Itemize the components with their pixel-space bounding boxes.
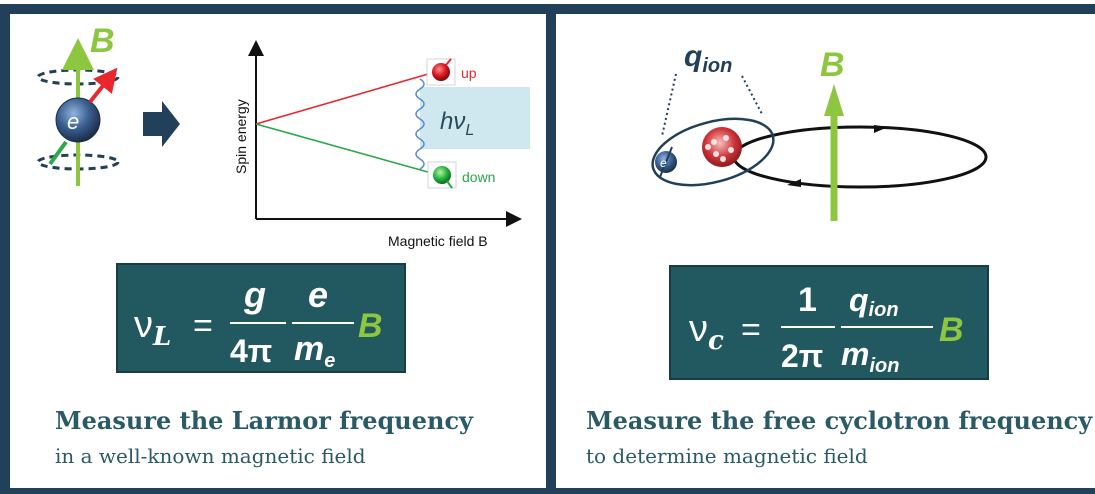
larmor-panel: e B up down hνL S [10,14,546,488]
b-field-arrow-icon [824,84,844,221]
cyclotron-title: Measure the free cyclotron frequency [586,406,1093,435]
svg-text:B: B [939,311,964,349]
electron-label: e [67,109,79,134]
svg-text:mion: mion [841,336,899,377]
h-nu-subscript: L [465,122,474,139]
svg-text:=: = [193,307,213,345]
cyclotron-subtitle: to determine magnetic field [586,444,868,468]
larmor-subtitle: in a well-known magnetic field [55,444,366,468]
q-ion-subscript: ion [702,55,732,77]
larmor-title: Measure the Larmor frequency [55,406,473,435]
cyclotron-figure: B e qion [651,40,988,221]
b-field-label-right: B [820,46,845,84]
electron-label-right: e [660,156,667,170]
svg-text:hνL: hνL [440,108,474,139]
svg-text:νL: νL [134,304,171,352]
svg-text:e: e [308,274,328,315]
svg-text:g: g [243,274,266,315]
svg-text:me: me [294,330,335,372]
larmor-formula: νL = g 4π e me B [116,263,406,373]
q-ion-label: q [684,40,702,73]
up-label: up [461,65,477,81]
spinning-electron-icon: e [36,38,120,186]
svg-text:4π: 4π [230,333,272,369]
right-arrow-icon [143,101,180,147]
svg-text:B: B [358,307,383,345]
cyclotron-formula: νc = 1 2π qion mion B [669,265,989,380]
y-axis-label: Spin energy [233,99,249,174]
ion-icon: e [651,73,775,187]
h-nu-label: hν [440,108,465,135]
b-field-label: B [90,22,115,60]
svg-text:1: 1 [798,281,817,319]
svg-text:qion: qion [849,282,899,321]
cyclotron-panel: B e qion νc = 1 2π [556,14,1095,488]
svg-text:2π: 2π [781,338,823,374]
svg-text:qion: qion [684,40,732,77]
energy-plot: up down hνL Spin energy Magnetic field B [233,40,530,249]
x-axis-label: Magnetic field B [388,233,488,249]
larmor-figure: e B up down hνL S [36,22,530,249]
down-label: down [462,169,495,185]
svg-text:=: = [741,311,761,349]
outer-frame: e B up down hνL S [0,4,1095,494]
svg-text:νc: νc [689,308,724,356]
